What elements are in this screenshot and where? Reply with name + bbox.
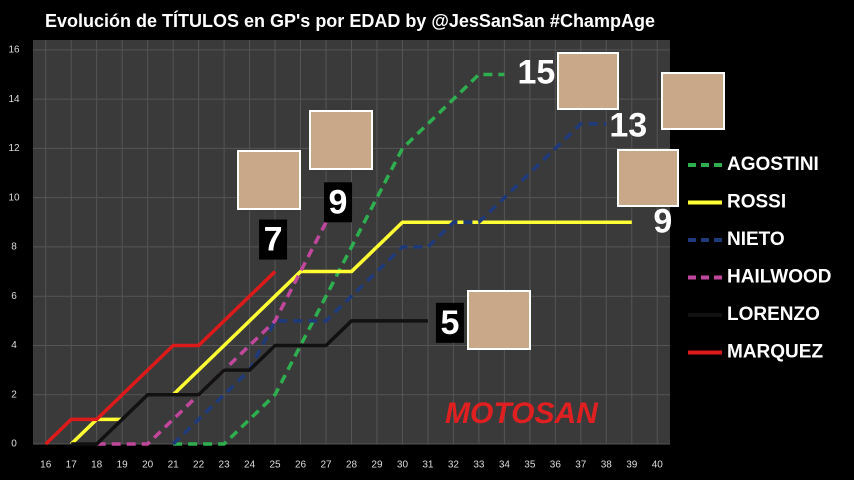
x-tick-label: 33 [473,460,485,471]
x-tick-label: 16 [40,460,52,471]
end-label: 9 [653,202,672,240]
y-tick-label: 16 [8,44,20,55]
x-tick-label: 30 [397,460,409,471]
label-box [435,302,464,343]
y-tick-label: 0 [11,439,17,450]
photo [467,290,531,350]
series-line [44,270,277,446]
x-tick-label: 17 [66,460,78,471]
photo [617,149,679,207]
end-label: 15 [517,53,555,91]
label-box [259,219,288,260]
photo [557,52,619,110]
x-tick-label: 40 [652,460,664,471]
x-tick-label: 32 [448,460,460,471]
end-label: 13 [609,107,647,145]
x-tick-label: 37 [575,460,587,471]
x-tick-label: 31 [422,460,434,471]
series-line [171,122,607,446]
end-label: 5 [440,304,459,342]
chart-title: Evolución de TÍTULOS en GP's por EDAD by… [45,10,655,31]
x-tick-label: 29 [371,460,383,471]
x-tick-label: 36 [550,460,562,471]
legend-label: NIETO [727,229,785,250]
y-tick-label: 6 [11,291,17,302]
x-tick-label: 18 [91,460,103,471]
y-tick-label: 2 [11,389,17,400]
series-line [71,319,428,446]
x-tick-label: 39 [626,460,638,471]
x-tick-label: 27 [320,460,332,471]
y-tick-label: 10 [8,192,20,203]
x-tick-label: 34 [499,460,511,471]
x-tick-label: 28 [346,460,358,471]
legend-label: LORENZO [727,304,820,325]
logo: MOTOSAN [445,397,599,430]
y-tick-label: 12 [8,143,20,154]
x-tick-label: 22 [193,460,205,471]
x-tick-label: 20 [142,460,154,471]
legend-label: ROSSI [727,192,786,213]
legend-label: HAILWOOD [727,267,832,288]
x-tick-label: 35 [524,460,536,471]
end-label: 7 [264,221,283,259]
y-tick-label: 14 [8,94,20,105]
x-tick-label: 25 [269,460,281,471]
x-tick-label: 21 [168,460,180,471]
legend-label: AGOSTINI [727,154,819,175]
x-tick-label: 26 [295,460,307,471]
photos [237,52,725,350]
label-box [324,182,353,223]
x-tick-label: 38 [601,460,613,471]
x-tick-label: 24 [244,460,256,471]
y-tick-label: 8 [11,242,17,253]
x-tick-label: 19 [117,460,129,471]
x-tick-label: 23 [219,460,231,471]
photo [309,110,373,170]
photo [237,150,301,210]
y-tick-label: 4 [11,340,17,351]
end-label: 9 [329,183,348,221]
photo [661,72,725,130]
legend-label: MARQUEZ [727,342,823,363]
